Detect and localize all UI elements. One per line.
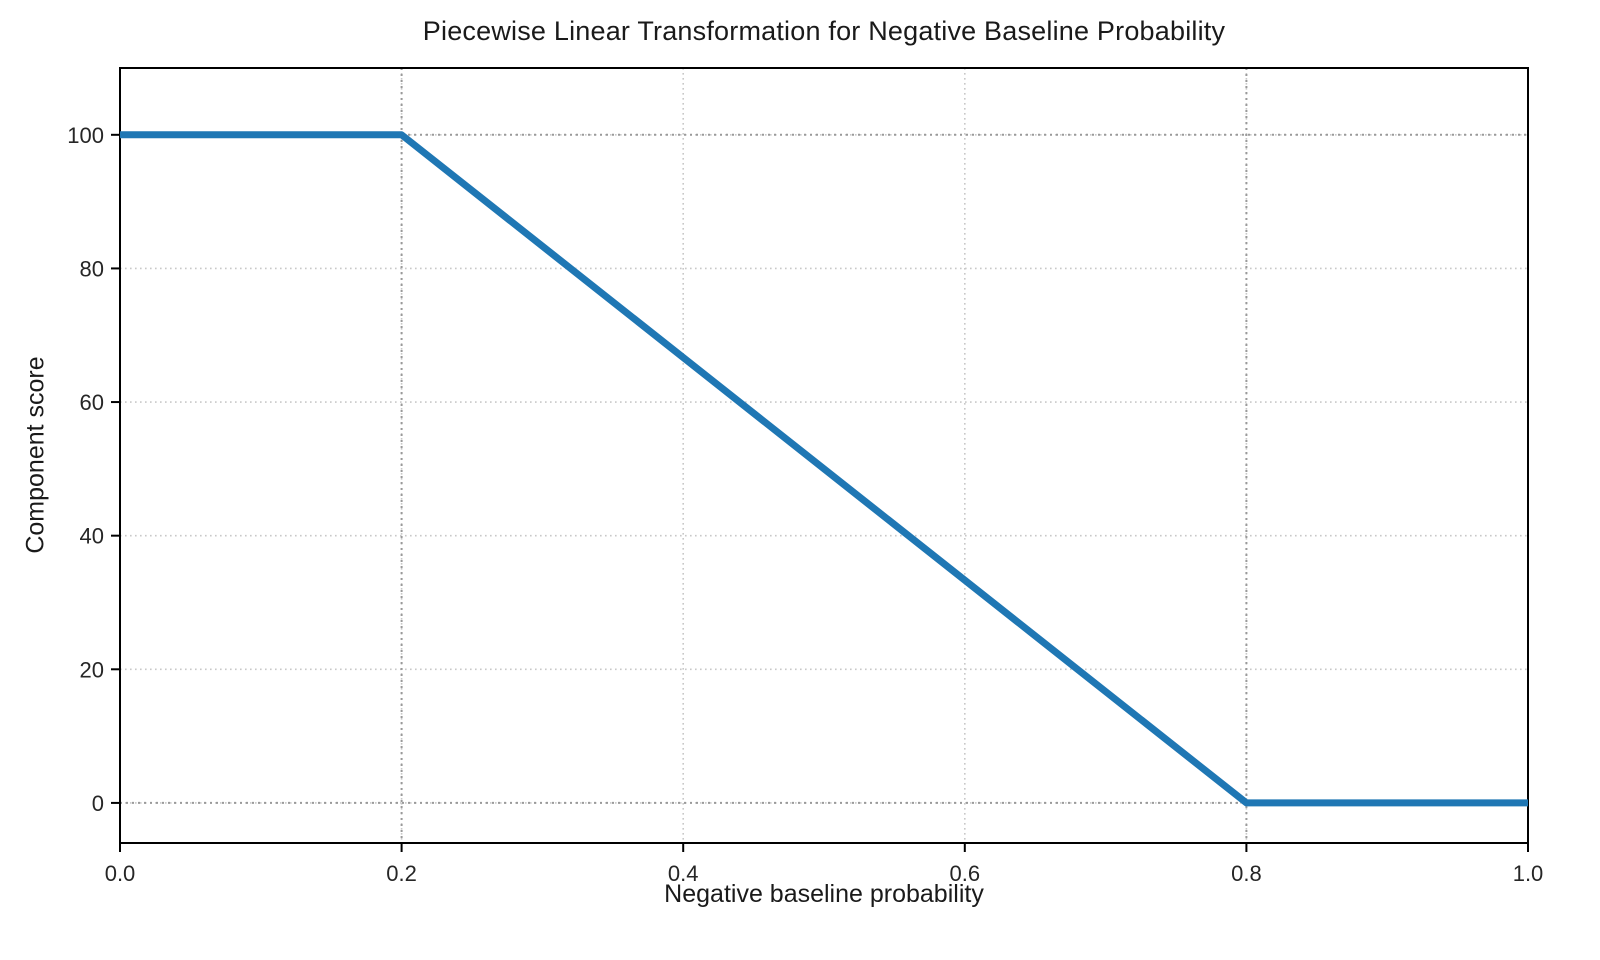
series-line-piecewise-linear-transform: [120, 131, 1528, 807]
y-tick-label: 40: [80, 524, 104, 549]
y-tick-label: 20: [80, 657, 104, 682]
y-tick-label: 60: [80, 390, 104, 415]
axes-spines: [119, 67, 1529, 844]
y-tick-label: 80: [80, 256, 104, 281]
x-tick-label: 0.4: [668, 861, 699, 886]
x-axis-label: Negative baseline probability: [664, 880, 984, 908]
x-tick-label: 0.0: [105, 861, 136, 886]
x-tick-label: 0.2: [386, 861, 417, 886]
x-tick-label: 0.6: [950, 861, 981, 886]
y-axis-label: Component score: [21, 356, 50, 554]
chart-title: Piecewise Linear Transformation for Nega…: [422, 16, 1226, 46]
y-tick-label: 100: [67, 123, 104, 148]
y-tick-label: 0: [92, 791, 104, 816]
x-tick-label: 1.0: [1513, 861, 1544, 886]
x-tick-label: 0.8: [1231, 861, 1262, 886]
